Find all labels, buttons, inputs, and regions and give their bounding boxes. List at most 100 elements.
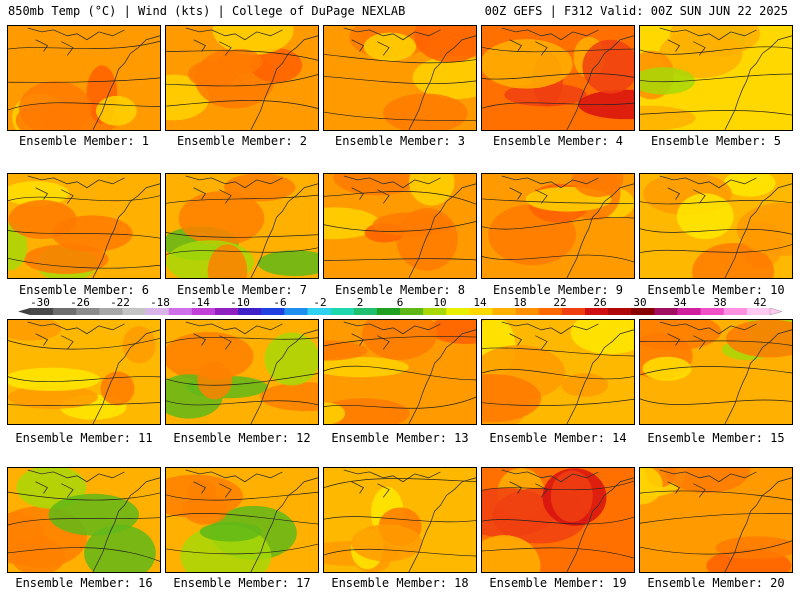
temperature-contour-region (199, 521, 262, 542)
height-contour-line (640, 340, 792, 346)
temperature-contour-region (736, 202, 792, 256)
lakes-outline (27, 321, 125, 350)
height-contour-line (8, 491, 160, 501)
ensemble-member-map (323, 319, 477, 425)
coastline (250, 477, 318, 572)
ensemble-member-map (165, 319, 319, 425)
height-contour-line (166, 100, 318, 109)
temperature-contour-region (570, 320, 634, 355)
ensemble-member-label: Ensemble Member: 12 (173, 431, 311, 445)
ensemble-member-map (7, 173, 161, 279)
chart-title: 850mb Temp (°C) | Wind (kts) | College o… (8, 4, 406, 18)
temperature-contour-region (550, 470, 593, 523)
colorbar-swatch (608, 308, 632, 315)
colorbar-swatch (30, 308, 54, 315)
lakes-outline (501, 321, 599, 350)
temperature-contour-region (561, 373, 609, 397)
ensemble-member-map (7, 25, 161, 131)
colorbar-swatch (53, 308, 77, 315)
lakes-outline (343, 175, 441, 204)
colorbar-tick-label: 38 (713, 296, 726, 309)
temperature-contour-region (8, 181, 70, 206)
temperature-contour-region (264, 332, 318, 386)
ensemble-member-map (481, 319, 635, 425)
temperature-contour-region (250, 47, 303, 83)
coastline (566, 329, 634, 424)
ensemble-member-map (165, 25, 319, 131)
height-contour-line (166, 373, 318, 386)
ensemble-member-map (7, 467, 161, 573)
coastline (92, 35, 160, 130)
coastline (92, 329, 160, 424)
height-contour-line (324, 54, 476, 64)
colorbar-swatch (423, 308, 447, 315)
height-contour-line (8, 195, 160, 202)
height-contour-line (482, 398, 634, 406)
temperature-contour-region (197, 361, 233, 400)
temperature-contour-region (95, 95, 137, 126)
height-contour-line (640, 228, 792, 235)
coastline (408, 329, 476, 424)
colorbar-swatch (446, 308, 470, 315)
ensemble-member-map (639, 467, 793, 573)
colorbar-arrow-right (769, 307, 783, 316)
lakes-outline (501, 175, 599, 204)
height-contour-line (640, 46, 792, 55)
lakes-outline (185, 469, 283, 498)
coastline (566, 477, 634, 572)
colorbar-swatch (654, 308, 678, 315)
temperature-contour-region (48, 493, 139, 536)
height-contour-line (640, 398, 792, 405)
colorbar-swatch (746, 308, 771, 315)
height-contour-line (482, 480, 634, 491)
height-contour-line (482, 254, 634, 263)
coastline (250, 329, 318, 424)
height-contour-line (324, 548, 476, 557)
ensemble-member-map (481, 173, 635, 279)
height-contour-line (324, 221, 476, 232)
temperature-contour-region (723, 174, 776, 197)
height-contour-line (324, 335, 476, 347)
colorbar-swatch (99, 308, 123, 315)
ensemble-member-map (639, 25, 793, 131)
height-contour-line (8, 40, 160, 50)
lakes-outline (659, 321, 757, 350)
height-contour-line (640, 490, 792, 501)
colorbar-swatch (723, 308, 748, 315)
height-contour-line (482, 46, 634, 53)
height-contour-line (482, 516, 634, 525)
ensemble-member-label: Ensemble Member: 9 (492, 283, 624, 297)
coastline (250, 183, 318, 278)
coastline (92, 183, 160, 278)
temperature-contour-region (408, 174, 455, 206)
colorbar-swatch (677, 308, 702, 315)
lakes-outline (343, 321, 441, 350)
lakes-outline (27, 469, 125, 498)
height-contour-line (166, 74, 318, 87)
temperature-contour-region (260, 382, 318, 412)
colorbar-swatch (700, 308, 725, 315)
colorbar-swatch (238, 308, 262, 315)
temperature-contour-region (18, 81, 92, 130)
temperature-contour-region (257, 250, 318, 277)
temperature-contour-region (84, 524, 156, 572)
ensemble-member-label: Ensemble Member: 1 (18, 134, 150, 148)
temperature-contour-region (428, 320, 476, 345)
height-contour-line (324, 191, 476, 205)
ensemble-member-label: Ensemble Member: 7 (176, 283, 308, 297)
colorbar-swatch (122, 308, 147, 315)
height-contour-line (640, 110, 792, 116)
temperature-contour-region (8, 367, 101, 392)
height-contour-line (324, 258, 476, 261)
ensemble-member-label: Ensemble Member: 18 (331, 576, 469, 590)
ensemble-member-label: Ensemble Member: 15 (647, 431, 785, 445)
coastline (724, 477, 792, 572)
ensemble-member-label: Ensemble Member: 14 (489, 431, 627, 445)
lakes-outline (501, 27, 599, 56)
temperature-contour-region (8, 200, 77, 240)
ensemble-member-label: Ensemble Member: 5 (650, 134, 782, 148)
colorbar-swatch (284, 308, 308, 315)
colorbar-swatch (168, 308, 193, 315)
ensemble-member-label: Ensemble Member: 3 (334, 134, 466, 148)
colorbar-tick-label: -30 (30, 296, 50, 309)
